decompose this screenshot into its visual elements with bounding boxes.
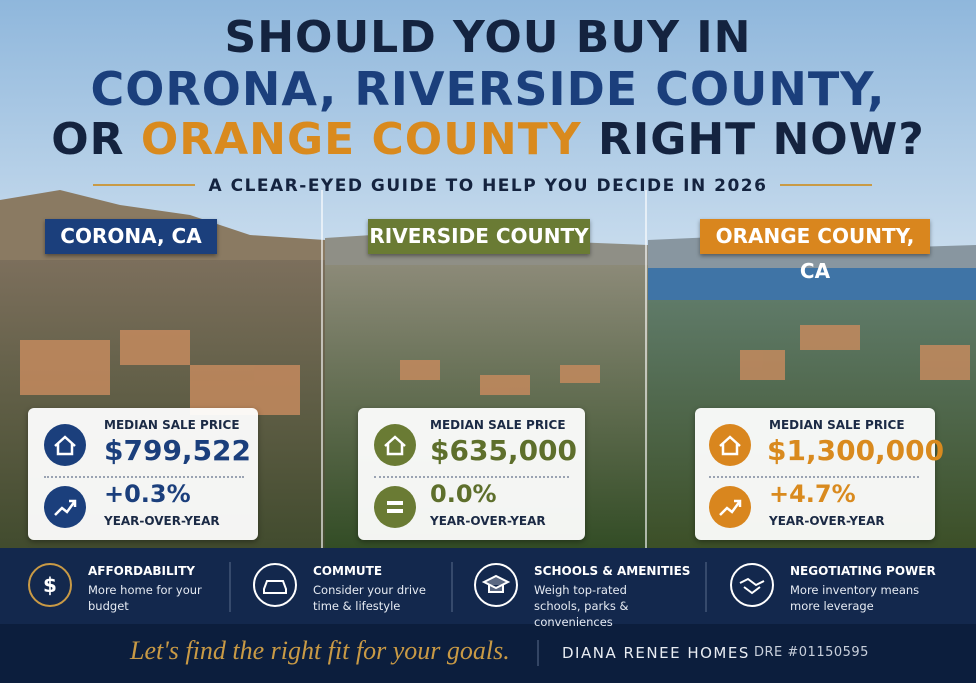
price: $1,300,000 xyxy=(767,434,945,467)
svg-text:$: $ xyxy=(43,573,57,597)
trend-icon xyxy=(44,486,86,528)
factor-title: SCHOOLS & AMENITIES xyxy=(534,564,691,578)
factor-text: Weigh top-rated schools, parks & conveni… xyxy=(534,583,629,629)
home-icon xyxy=(709,424,751,466)
title-line: SHOULD YOU BUY IN xyxy=(224,12,752,63)
car-icon xyxy=(253,563,297,607)
license: DRE #01150595 xyxy=(754,645,869,660)
change: +0.3% xyxy=(104,480,191,508)
title-highlight: ORANGE COUNTY xyxy=(140,114,582,165)
stat-card: MEDIAN SALE PRICE $799,522 +0.3% YEAR-OV… xyxy=(28,408,258,540)
home-icon xyxy=(374,424,416,466)
change-label: YEAR-OVER-YEAR xyxy=(769,514,885,528)
school-icon xyxy=(474,563,518,607)
trend-icon xyxy=(709,486,751,528)
factor-title: AFFORDABILITY xyxy=(88,564,195,578)
title-part: OR xyxy=(51,114,125,165)
title-line: CORONA, RIVERSIDE COUNTY, xyxy=(90,62,886,116)
home-icon xyxy=(44,424,86,466)
change: 0.0% xyxy=(430,480,497,508)
price: $799,522 xyxy=(104,434,252,467)
change-label: YEAR-OVER-YEAR xyxy=(430,514,546,528)
factor-text: More inventory means more leverage xyxy=(790,583,920,613)
region-label: RIVERSIDE COUNTY xyxy=(368,219,590,254)
factor-title: NEGOTIATING POWER xyxy=(790,564,936,578)
change-label: YEAR-OVER-YEAR xyxy=(104,514,220,528)
factor-title: COMMUTE xyxy=(313,564,383,578)
price: $635,000 xyxy=(430,434,578,467)
title-part: RIGHT NOW? xyxy=(597,114,925,165)
stat-card: MEDIAN SALE PRICE $635,000 0.0% YEAR-OVE… xyxy=(358,408,585,540)
region-label: CORONA, CA xyxy=(45,219,217,254)
brand: DIANA RENEE HOMES xyxy=(562,644,750,662)
affordability-icon: $ xyxy=(28,563,72,607)
equal-icon xyxy=(374,486,416,528)
region-label: ORANGE COUNTY, CA xyxy=(700,219,930,283)
price-label: MEDIAN SALE PRICE xyxy=(104,418,240,432)
title-line: OR ORANGE COUNTY RIGHT NOW? xyxy=(0,114,976,165)
factor-text: Consider your drive time & lifestyle xyxy=(313,583,426,613)
tagline: Let's find the right fit for your goals. xyxy=(130,636,510,665)
handshake-icon xyxy=(730,563,774,607)
change: +4.7% xyxy=(769,480,856,508)
subtitle: A CLEAR-EYED GUIDE TO HELP YOU DECIDE IN… xyxy=(208,176,768,196)
price-label: MEDIAN SALE PRICE xyxy=(430,418,566,432)
factor-text: More home for your budget xyxy=(88,583,202,613)
price-label: MEDIAN SALE PRICE xyxy=(769,418,905,432)
stat-card: MEDIAN SALE PRICE $1,300,000 +4.7% YEAR-… xyxy=(695,408,944,540)
